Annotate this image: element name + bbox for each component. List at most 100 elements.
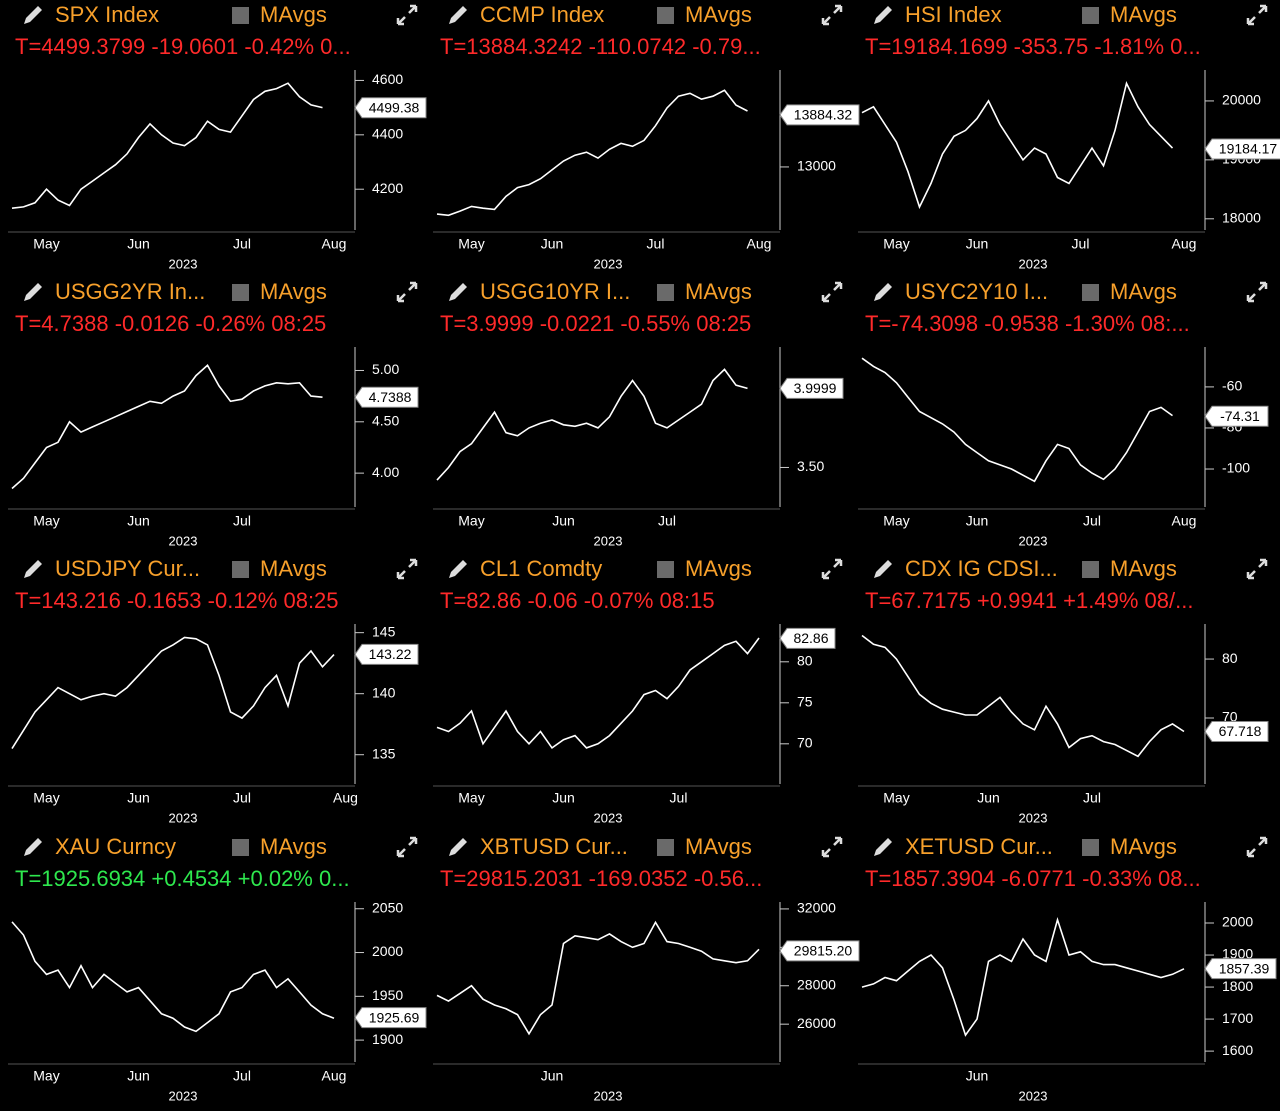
expand-icon[interactable] bbox=[396, 836, 418, 858]
expand-icon[interactable] bbox=[1246, 558, 1268, 580]
study-checkbox[interactable] bbox=[232, 561, 249, 578]
security-title[interactable]: USGG2YR In... bbox=[55, 279, 205, 304]
chart-panel: SPX Index MAvgs T=4499.3799 -19.0601 -0.42… bbox=[8, 2, 427, 271]
last-value-label: 29815.20 bbox=[794, 943, 853, 959]
y-tick-label: 70 bbox=[797, 735, 813, 751]
quote-line: T=29815.2031 -169.0352 -0.56... bbox=[440, 866, 762, 891]
x-tick-label: May bbox=[458, 790, 484, 806]
study-checkbox[interactable] bbox=[657, 839, 674, 856]
study-label[interactable]: MAvgs bbox=[1110, 556, 1177, 581]
security-title[interactable]: XBTUSD Cur... bbox=[480, 834, 628, 859]
expand-icon[interactable] bbox=[821, 836, 843, 858]
y-tick-label: 4600 bbox=[372, 71, 403, 87]
y-tick-label: 80 bbox=[1222, 650, 1238, 666]
edit-icon[interactable] bbox=[449, 6, 467, 24]
quote-line: T=67.7175 +0.9941 +1.49% 08/... bbox=[865, 588, 1193, 613]
y-tick-label: -100 bbox=[1222, 460, 1250, 476]
study-label[interactable]: MAvgs bbox=[260, 556, 327, 581]
security-title[interactable]: USDJPY Cur... bbox=[55, 556, 200, 581]
price-line bbox=[11, 636, 335, 750]
y-tick-label: 18000 bbox=[1222, 210, 1261, 226]
security-title[interactable]: USGG10YR I... bbox=[480, 279, 630, 304]
security-title[interactable]: CDX IG CDSI... bbox=[905, 556, 1058, 581]
edit-icon[interactable] bbox=[449, 560, 467, 578]
year-label: 2023 bbox=[594, 533, 623, 548]
security-title[interactable]: CCMP Index bbox=[480, 2, 604, 27]
y-tick-label: 140 bbox=[372, 684, 396, 700]
year-label: 2023 bbox=[1019, 533, 1048, 548]
edit-icon[interactable] bbox=[874, 560, 892, 578]
expand-icon[interactable] bbox=[821, 558, 843, 580]
expand-icon[interactable] bbox=[396, 281, 418, 303]
edit-icon[interactable] bbox=[874, 283, 892, 301]
x-tick-label: Jun bbox=[127, 513, 150, 529]
study-checkbox[interactable] bbox=[1082, 561, 1099, 578]
study-checkbox[interactable] bbox=[232, 7, 249, 24]
expand-icon[interactable] bbox=[1246, 836, 1268, 858]
y-tick-label: 20000 bbox=[1222, 92, 1261, 108]
study-label[interactable]: MAvgs bbox=[685, 556, 752, 581]
expand-icon[interactable] bbox=[1246, 281, 1268, 303]
edit-icon[interactable] bbox=[24, 838, 42, 856]
expand-arrows bbox=[1246, 4, 1268, 26]
x-tick-label: May bbox=[458, 513, 484, 529]
study-label[interactable]: MAvgs bbox=[1110, 2, 1177, 27]
expand-icon[interactable] bbox=[396, 4, 418, 26]
study-checkbox[interactable] bbox=[1082, 7, 1099, 24]
study-checkbox[interactable] bbox=[657, 284, 674, 301]
x-tick-label: May bbox=[33, 513, 59, 529]
study-checkbox[interactable] bbox=[657, 7, 674, 24]
edit-icon[interactable] bbox=[449, 283, 467, 301]
y-tick-label: 2000 bbox=[372, 943, 403, 959]
edit-icon[interactable] bbox=[449, 838, 467, 856]
study-checkbox[interactable] bbox=[232, 284, 249, 301]
y-tick-label: 32000 bbox=[797, 900, 836, 916]
last-value-box bbox=[1204, 138, 1280, 160]
security-title[interactable]: USYC2Y10 I... bbox=[905, 279, 1048, 304]
expand-arrows bbox=[1246, 281, 1268, 303]
edit-icon[interactable] bbox=[24, 283, 42, 301]
study-label[interactable]: MAvgs bbox=[685, 279, 752, 304]
chart-panel: CL1 Comdty MAvgs T=82.86 -0.06 -0.07% 08:1… bbox=[433, 556, 843, 825]
study-label[interactable]: MAvgs bbox=[1110, 834, 1177, 859]
x-tick-label: Jun bbox=[966, 513, 989, 529]
security-title[interactable]: SPX Index bbox=[55, 2, 159, 27]
last-value-label: 3.9999 bbox=[794, 380, 837, 396]
study-label[interactable]: MAvgs bbox=[260, 279, 327, 304]
study-label[interactable]: MAvgs bbox=[685, 834, 752, 859]
edit-icon[interactable] bbox=[874, 838, 892, 856]
x-tick-label: Jul bbox=[233, 236, 251, 252]
chart-panel: XAU Curncy MAvgs T=1925.6934 +0.4534 +0.02… bbox=[8, 834, 427, 1103]
expand-icon[interactable] bbox=[396, 558, 418, 580]
pencil bbox=[874, 838, 892, 856]
study-checkbox[interactable] bbox=[1082, 839, 1099, 856]
chart-panel: HSI Index MAvgs T=19184.1699 -353.75 -1.81… bbox=[858, 2, 1280, 271]
study-label[interactable]: MAvgs bbox=[1110, 279, 1177, 304]
expand-icon[interactable] bbox=[821, 4, 843, 26]
pencil bbox=[449, 6, 467, 24]
quote-line: T=82.86 -0.06 -0.07% 08:15 bbox=[440, 588, 715, 613]
edit-icon[interactable] bbox=[24, 560, 42, 578]
study-checkbox[interactable] bbox=[1082, 284, 1099, 301]
x-tick-label: Aug bbox=[1172, 236, 1197, 252]
study-label[interactable]: MAvgs bbox=[260, 834, 327, 859]
study-checkbox[interactable] bbox=[232, 839, 249, 856]
security-title[interactable]: CL1 Comdty bbox=[480, 556, 602, 581]
edit-icon[interactable] bbox=[874, 6, 892, 24]
last-value-label: 4.7388 bbox=[369, 389, 412, 405]
quote-line: T=4499.3799 -19.0601 -0.42% 0... bbox=[15, 34, 351, 59]
expand-icon[interactable] bbox=[821, 281, 843, 303]
expand-icon[interactable] bbox=[1246, 4, 1268, 26]
security-title[interactable]: HSI Index bbox=[905, 2, 1002, 27]
price-line bbox=[436, 920, 760, 1036]
security-title[interactable]: XETUSD Cur... bbox=[905, 834, 1053, 859]
security-title[interactable]: XAU Curncy bbox=[55, 834, 176, 859]
study-label[interactable]: MAvgs bbox=[685, 2, 752, 27]
expand-arrows bbox=[396, 558, 418, 580]
study-label[interactable]: MAvgs bbox=[260, 2, 327, 27]
price-line bbox=[11, 364, 323, 490]
pencil bbox=[24, 283, 42, 301]
y-tick-label: 26000 bbox=[797, 1015, 836, 1031]
study-checkbox[interactable] bbox=[657, 561, 674, 578]
edit-icon[interactable] bbox=[24, 6, 42, 24]
